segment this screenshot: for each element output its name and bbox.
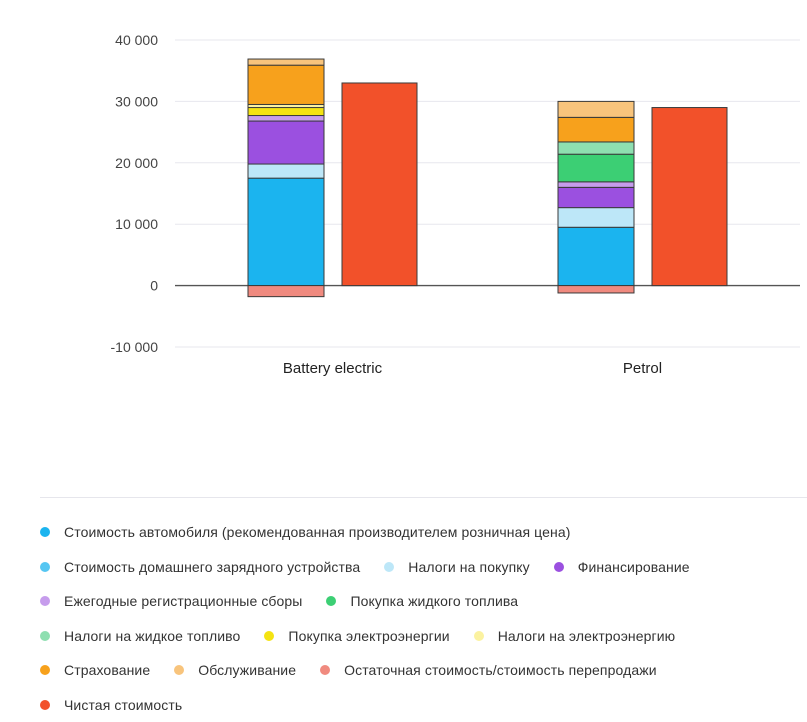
legend-item[interactable]: Обслуживание <box>174 662 296 678</box>
y-tick-label: 0 <box>150 278 158 294</box>
legend-label: Стоимость домашнего зарядного устройства <box>64 559 360 575</box>
y-tick-label: 20 000 <box>115 155 158 171</box>
legend-label: Страхование <box>64 662 150 678</box>
legend-row: Стоимость автомобиля (рекомендованная пр… <box>40 515 807 550</box>
legend-label: Налоги на покупку <box>408 559 529 575</box>
legend-swatch <box>40 596 50 606</box>
bar-segment <box>558 154 634 182</box>
x-category-label: Battery electric <box>283 360 383 377</box>
x-category-label: Petrol <box>623 360 662 377</box>
bar-segment <box>248 59 324 65</box>
bars <box>248 59 727 297</box>
legend-item[interactable]: Стоимость автомобиля (рекомендованная пр… <box>40 524 571 540</box>
legend-swatch <box>326 596 336 606</box>
bar-segment <box>248 121 324 164</box>
legend-swatch <box>174 665 184 675</box>
legend-swatch <box>264 631 274 641</box>
legend-row: Стоимость домашнего зарядного устройства… <box>40 550 807 585</box>
bar-segment <box>558 208 634 228</box>
legend-label: Обслуживание <box>198 662 296 678</box>
bar-net-cost <box>342 83 417 286</box>
legend-row: Ежегодные регистрационные сборы Покупка ж… <box>40 584 807 619</box>
legend-item[interactable]: Покупка электроэнергии <box>264 628 449 644</box>
legend-row: Налоги на жидкое топливо Покупка электроэ… <box>40 619 807 654</box>
bar-segment <box>558 101 634 117</box>
bar-segment <box>558 187 634 207</box>
legend-swatch <box>40 631 50 641</box>
legend: Стоимость автомобиля (рекомендованная пр… <box>40 515 807 722</box>
legend-swatch <box>40 700 50 710</box>
legend-label: Стоимость автомобиля (рекомендованная пр… <box>64 524 571 540</box>
legend-item[interactable]: Финансирование <box>554 559 690 575</box>
legend-label: Налоги на жидкое топливо <box>64 628 240 644</box>
bar-segment <box>558 286 634 293</box>
bar-segment <box>248 178 324 285</box>
bar-segment <box>248 65 324 104</box>
legend-item[interactable]: Налоги на покупку <box>384 559 529 575</box>
bar-segment <box>248 286 324 297</box>
legend-item[interactable]: Остаточная стоимость/стоимость перепрода… <box>320 662 657 678</box>
legend-swatch <box>554 562 564 572</box>
legend-row: Страхование Обслуживание Остаточная стоимо… <box>40 653 807 688</box>
bar-segment <box>558 182 634 188</box>
bar-segment <box>248 116 324 122</box>
legend-swatch <box>320 665 330 675</box>
legend-label: Финансирование <box>578 559 690 575</box>
legend-item[interactable]: Стоимость домашнего зарядного устройства <box>40 559 360 575</box>
y-axis: 40 000 30 000 20 000 10 000 0 -10 000 <box>111 32 159 355</box>
bar-segment <box>558 117 634 142</box>
bar-segment <box>248 164 324 178</box>
legend-swatch <box>384 562 394 572</box>
legend-swatch <box>40 527 50 537</box>
legend-item[interactable]: Покупка жидкого топлива <box>326 593 518 609</box>
legend-item[interactable]: Страхование <box>40 662 150 678</box>
legend-label: Покупка жидкого топлива <box>350 593 518 609</box>
chart: 40 000 30 000 20 000 10 000 0 -10 000 Battery… <box>0 0 807 490</box>
legend-item[interactable]: Ежегодные регистрационные сборы <box>40 593 302 609</box>
legend-swatch <box>40 562 50 572</box>
bar-segment <box>248 108 324 116</box>
bar-segment <box>558 227 634 285</box>
legend-item[interactable]: Налоги на электроэнергию <box>474 628 676 644</box>
y-tick-label: -10 000 <box>111 339 159 355</box>
legend-label: Ежегодные регистрационные сборы <box>64 593 302 609</box>
legend-label: Налоги на электроэнергию <box>498 628 676 644</box>
y-tick-label: 30 000 <box>115 93 158 109</box>
legend-divider <box>40 497 807 498</box>
x-axis: Battery electric Petrol <box>283 360 662 377</box>
legend-swatch <box>40 665 50 675</box>
bar-net-cost <box>652 108 727 286</box>
legend-label: Чистая стоимость <box>64 697 182 713</box>
legend-label: Остаточная стоимость/стоимость перепрода… <box>344 662 657 678</box>
bar-segment <box>558 142 634 154</box>
legend-item[interactable]: Чистая стоимость <box>40 697 182 713</box>
legend-label: Покупка электроэнергии <box>288 628 449 644</box>
y-tick-label: 10 000 <box>115 216 158 232</box>
legend-swatch <box>474 631 484 641</box>
legend-item[interactable]: Налоги на жидкое топливо <box>40 628 240 644</box>
y-tick-label: 40 000 <box>115 32 158 48</box>
